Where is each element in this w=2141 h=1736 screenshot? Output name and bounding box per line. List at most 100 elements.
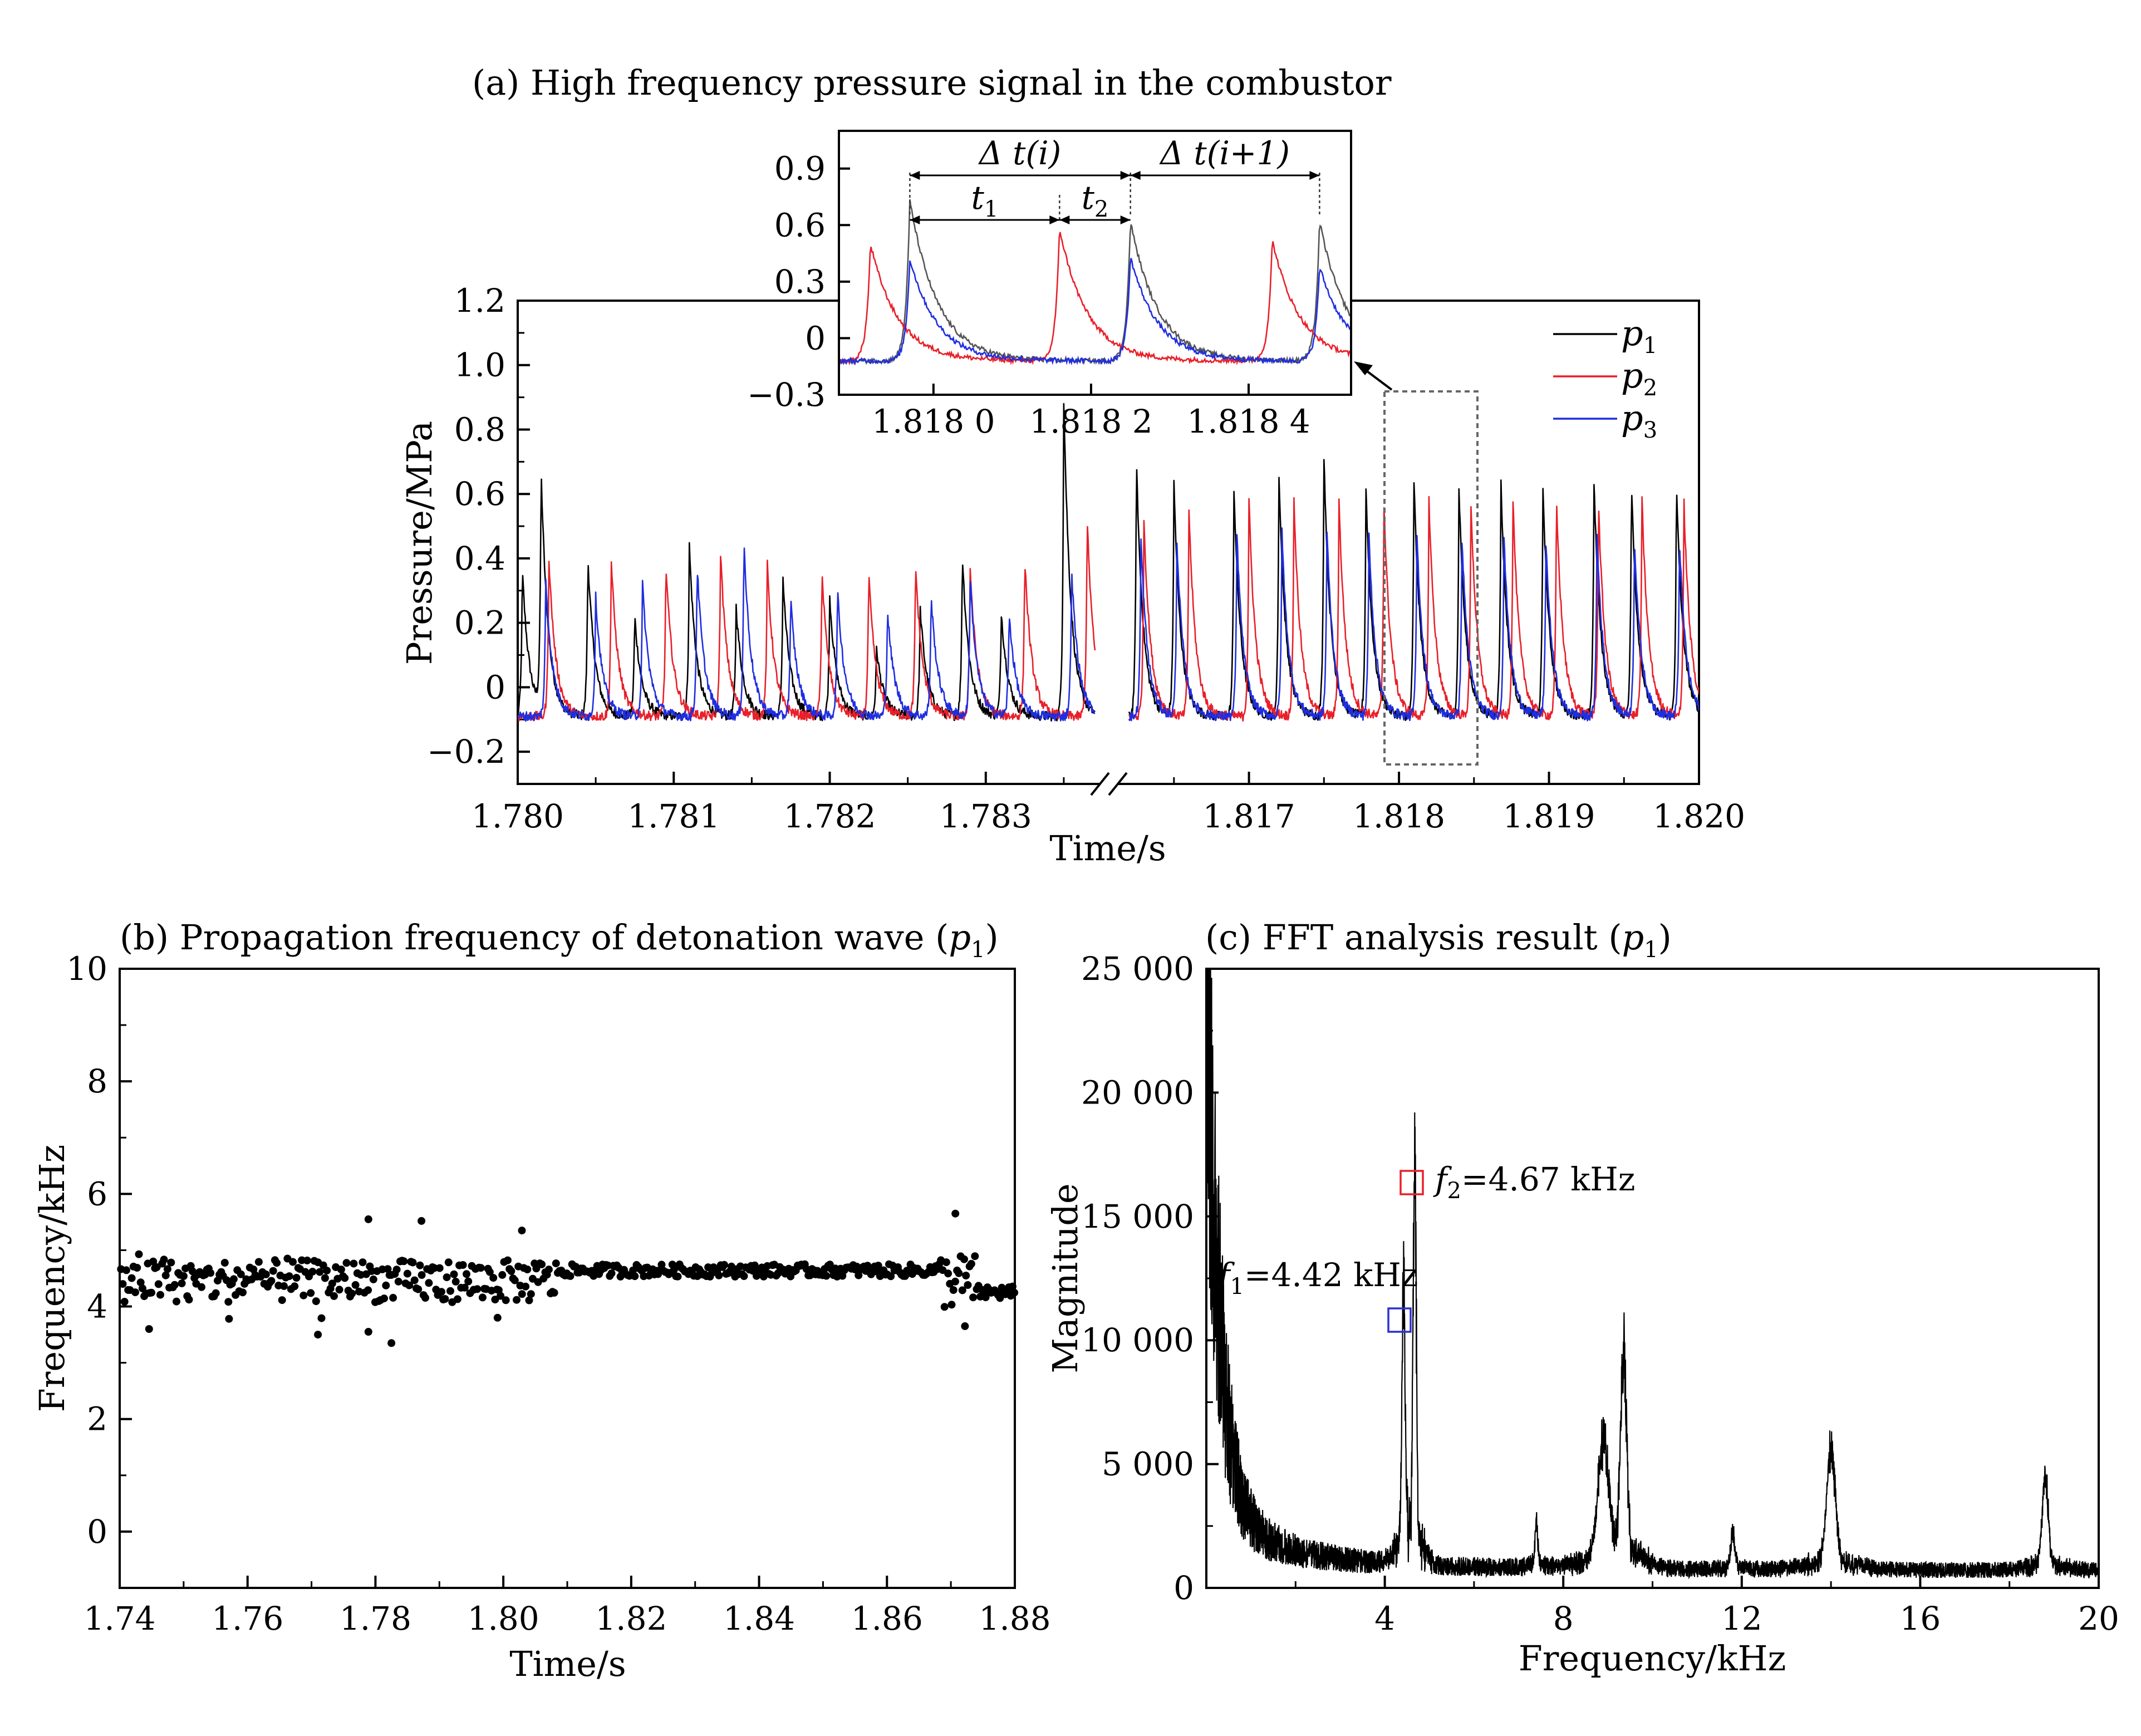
scatter-point	[389, 1293, 397, 1302]
scatter-point	[478, 1293, 487, 1302]
f2-marker-box	[1399, 1170, 1424, 1195]
scatter-point	[149, 1257, 158, 1266]
scatter-point	[135, 1250, 143, 1258]
inset-y-tick-label: 0.3	[774, 263, 826, 301]
panel-a-x-axis: 1.780 1.781 1.782 1.783 1.817 1.818 1.819 1.820	[472, 772, 1745, 835]
scatter-point	[657, 1261, 666, 1269]
scatter-point	[212, 1289, 220, 1297]
t2-label: t2	[1082, 179, 1109, 222]
scatter-point	[538, 1260, 546, 1268]
dt-i-label: Δ t(i)	[978, 134, 1061, 172]
scatter-point	[348, 1289, 356, 1298]
panel-b-xlabel: Time/s	[509, 1644, 626, 1684]
scatter-point	[179, 1272, 188, 1280]
x-tick-label: 1.86	[851, 1600, 923, 1637]
scatter-point	[133, 1264, 141, 1272]
y-tick-label: 1.0	[454, 346, 505, 384]
scatter-point	[960, 1255, 968, 1263]
panel-b-points	[117, 1209, 1019, 1347]
scatter-point	[944, 1269, 952, 1278]
inset-y-tick-label: 0.6	[774, 206, 826, 244]
scatter-point	[887, 1272, 895, 1281]
x-tick-label: 1.781	[627, 797, 720, 835]
y-tick-label: 0.2	[454, 604, 505, 642]
x-tick-label: 1.74	[84, 1600, 155, 1637]
scatter-point	[154, 1280, 163, 1288]
panel-c-ylabel: Magnitude	[1045, 1183, 1086, 1373]
dt-i-arrow-head	[910, 171, 920, 180]
scatter-point	[981, 1293, 990, 1302]
inset-series	[839, 199, 1351, 366]
x-tick-label: 1.84	[723, 1600, 795, 1637]
series-line-p3	[518, 547, 1096, 722]
y-tick-label: 0	[485, 668, 505, 706]
inset-annotations: Δ t(i) Δ t(i+1) t1 t2	[909, 134, 1320, 224]
scatter-point	[359, 1258, 367, 1267]
scatter-point	[874, 1262, 882, 1270]
scatter-point	[446, 1287, 454, 1295]
x-tick-label: 1.820	[1653, 797, 1745, 835]
dt-i1-label: Δ t(i+1)	[1159, 134, 1290, 172]
scatter-point	[720, 1261, 729, 1269]
series-line-p1	[1128, 459, 1699, 721]
legend-label-p2: p2	[1621, 355, 1657, 401]
scatter-point	[335, 1286, 343, 1294]
f1-marker-box	[1387, 1307, 1412, 1333]
scatter-point	[544, 1266, 553, 1274]
scatter-point	[122, 1266, 130, 1274]
x-tick-label: 1.818	[1353, 797, 1445, 835]
panel-b-y-axis: 0 2 4 6 8 10	[66, 950, 132, 1589]
scatter-point	[120, 1298, 129, 1306]
y-tick-label: 0	[1173, 1569, 1194, 1607]
scatter-point	[254, 1258, 263, 1266]
scatter-point	[416, 1261, 424, 1269]
scatter-point	[167, 1258, 175, 1267]
scatter-point	[160, 1256, 168, 1264]
scatter-point	[460, 1283, 469, 1292]
scatter-point	[178, 1279, 186, 1287]
scatter-point	[947, 1301, 956, 1309]
scatter-point	[507, 1267, 515, 1275]
scatter-point	[342, 1259, 351, 1267]
y-tick-label: 0.8	[454, 410, 505, 448]
series-line-p2	[1128, 496, 1699, 722]
inset-y-axis: −0.3 0 0.3 0.6 0.9	[747, 150, 850, 414]
zoom-region-box	[1383, 390, 1479, 766]
scatter-point	[489, 1274, 498, 1282]
inset-x-tick-label: 1.818 0	[872, 403, 995, 440]
scatter-point	[269, 1267, 277, 1275]
scatter-point	[161, 1271, 170, 1279]
scatter-point	[289, 1258, 297, 1266]
panel-c-x-axis: 4 8 12 16 20	[1294, 1576, 2119, 1637]
x-tick-label: 1.782	[784, 797, 876, 835]
scatter-point	[321, 1274, 329, 1282]
scatter-point	[156, 1291, 164, 1299]
scatter-point	[441, 1295, 449, 1303]
inset-x-axis: 1.818 0 1.818 2 1.818 4	[872, 384, 1310, 440]
scatter-point	[337, 1266, 345, 1274]
scatter-point	[450, 1270, 458, 1278]
scatter-point	[418, 1217, 426, 1225]
scatter-point	[207, 1269, 215, 1277]
y-tick-label: 6	[87, 1175, 107, 1213]
scatter-point	[369, 1275, 377, 1283]
y-tick-label: 4	[87, 1288, 107, 1326]
panel-a-ylabel: Pressure/MPa	[399, 421, 440, 665]
t1-arrow-head	[1049, 215, 1060, 224]
scatter-point	[131, 1288, 139, 1297]
scatter-point	[958, 1286, 966, 1294]
scatter-point	[119, 1280, 127, 1288]
x-tick-label: 8	[1553, 1600, 1574, 1637]
f2-label: f2=4.67 kHz	[1433, 1160, 1635, 1204]
scatter-point	[863, 1262, 872, 1270]
scatter-point	[504, 1256, 512, 1264]
x-tick-label: 16	[1899, 1600, 1941, 1637]
scatter-point	[308, 1268, 317, 1276]
scatter-point	[552, 1259, 560, 1268]
scatter-point	[405, 1281, 414, 1289]
scatter-point	[224, 1298, 233, 1306]
y-tick-label: −0.2	[427, 733, 505, 771]
scatter-point	[350, 1259, 358, 1268]
scatter-point	[464, 1277, 473, 1286]
